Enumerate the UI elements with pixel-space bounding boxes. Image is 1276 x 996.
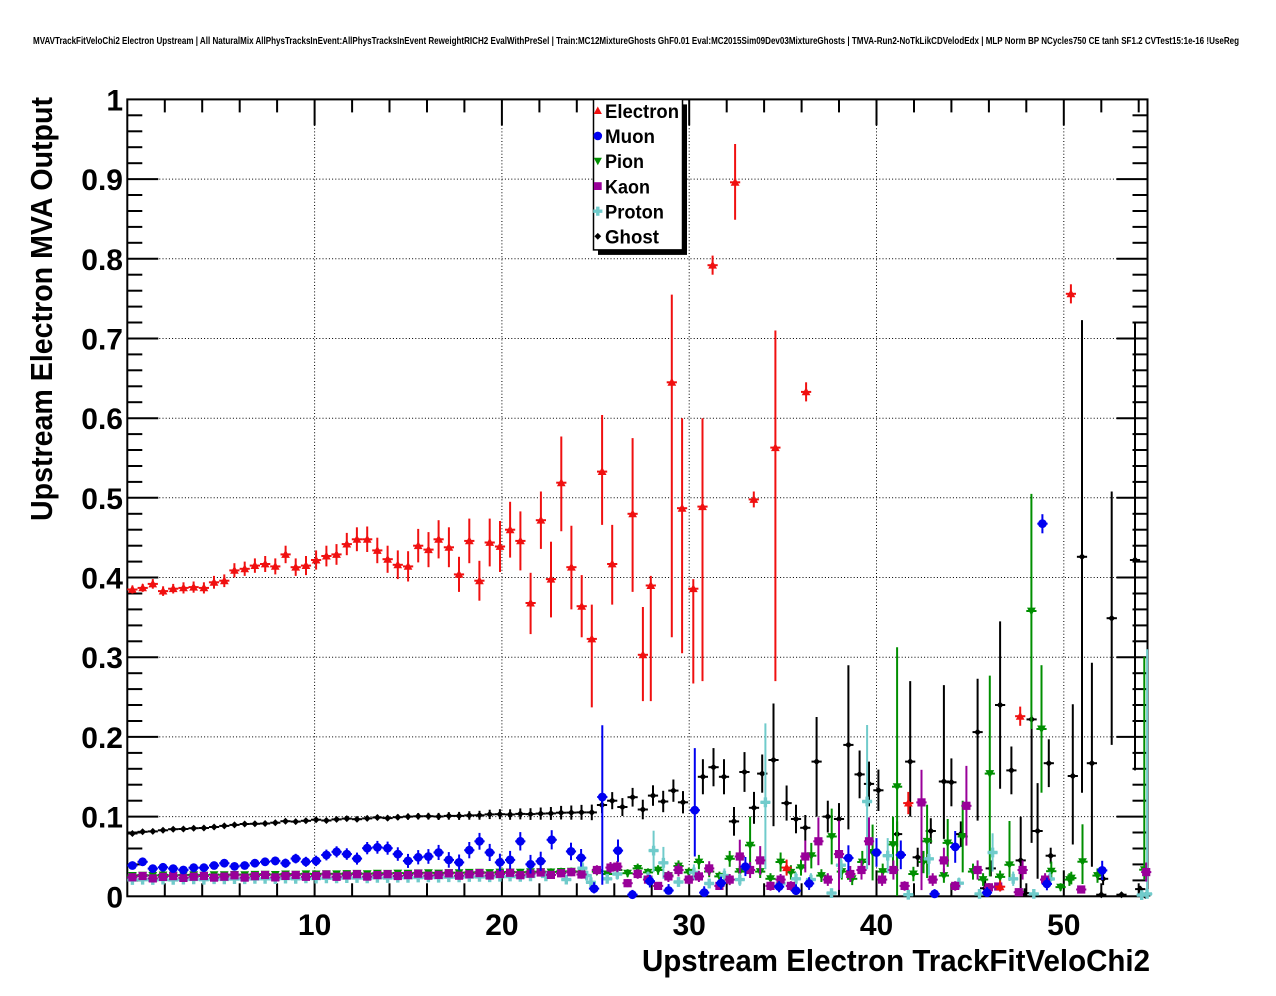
svg-text:0.1: 0.1 [81,802,123,835]
svg-text:Upstream Electron TrackFitVelo: Upstream Electron TrackFitVeloChi2 [642,944,1150,978]
svg-text:Electron: Electron [605,101,679,123]
svg-text:Upstream Electron MVA Output: Upstream Electron MVA Output [25,97,59,521]
svg-text:0.7: 0.7 [81,324,123,357]
svg-text:MVAVTrackFitVeloChi2 Electron: MVAVTrackFitVeloChi2 Electron Upstream |… [33,36,1239,47]
svg-text:10: 10 [298,909,331,942]
svg-text:40: 40 [860,909,893,942]
svg-text:0: 0 [106,881,123,914]
svg-text:0.9: 0.9 [81,164,123,197]
svg-text:0.8: 0.8 [81,244,123,277]
svg-text:20: 20 [485,909,518,942]
svg-text:0.6: 0.6 [81,403,123,436]
svg-text:0.2: 0.2 [81,722,123,755]
svg-text:Proton: Proton [605,201,664,223]
svg-text:Muon: Muon [605,126,655,148]
svg-text:Kaon: Kaon [605,176,650,198]
svg-text:30: 30 [673,909,706,942]
svg-text:Pion: Pion [605,151,644,173]
svg-text:1: 1 [106,84,123,117]
svg-text:50: 50 [1047,909,1080,942]
svg-text:0.3: 0.3 [81,642,123,675]
svg-text:0.5: 0.5 [81,483,123,516]
svg-text:Ghost: Ghost [605,227,659,249]
svg-text:0.4: 0.4 [81,563,123,596]
